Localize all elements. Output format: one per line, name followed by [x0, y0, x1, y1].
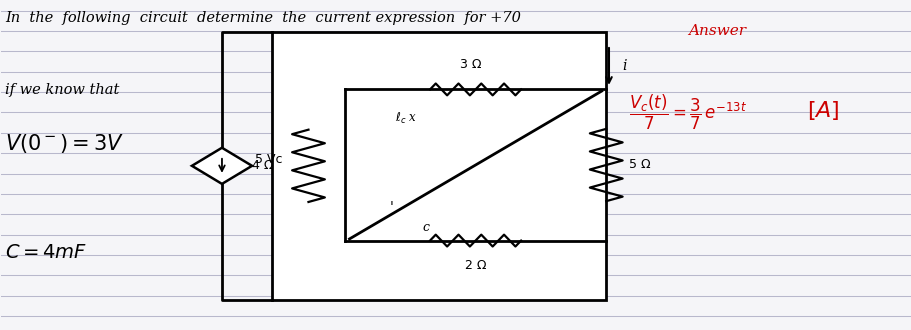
Text: ': ' — [390, 200, 398, 214]
Text: $\ell_c$ x: $\ell_c$ x — [394, 111, 416, 126]
Text: if we know that: if we know that — [5, 83, 119, 97]
Text: 5 Vc: 5 Vc — [254, 153, 281, 166]
Text: 3 Ω: 3 Ω — [460, 58, 481, 71]
FancyBboxPatch shape — [271, 32, 606, 300]
Text: 5 Ω: 5 Ω — [629, 158, 650, 172]
Polygon shape — [191, 148, 251, 184]
Text: $\dfrac{V_c(t)}{7} = \dfrac{3}{7}\,e^{-13t}$: $\dfrac{V_c(t)}{7} = \dfrac{3}{7}\,e^{-1… — [629, 93, 746, 132]
Text: $C=4mF$: $C=4mF$ — [5, 244, 87, 262]
Text: c: c — [422, 221, 429, 234]
Text: 4 Ω: 4 Ω — [252, 159, 273, 172]
Text: In  the  following  circuit  determine  the  current expression  for +70: In the following circuit determine the c… — [5, 11, 520, 24]
Text: $\left[A\right]$: $\left[A\right]$ — [805, 99, 838, 122]
Text: $V(0^-)=3V$: $V(0^-)=3V$ — [5, 132, 124, 155]
Text: i: i — [622, 59, 627, 73]
Text: 2 Ω: 2 Ω — [465, 259, 486, 272]
Text: Answer: Answer — [688, 24, 745, 38]
